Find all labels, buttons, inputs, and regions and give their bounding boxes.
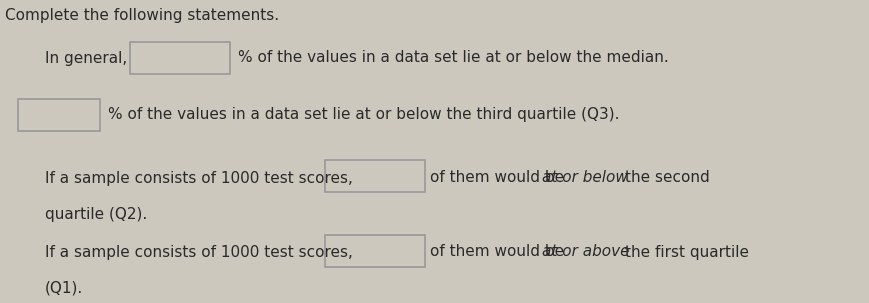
Text: at or below: at or below [541, 171, 627, 185]
Bar [325, 160, 425, 192]
Text: of them would be: of them would be [429, 245, 568, 259]
Text: at or above: at or above [541, 245, 629, 259]
Text: of them would be: of them would be [429, 171, 568, 185]
Text: % of the values in a data set lie at or below the third quartile (Q3).: % of the values in a data set lie at or … [108, 108, 619, 122]
Text: the second: the second [624, 171, 709, 185]
Text: If a sample consists of 1000 test scores,: If a sample consists of 1000 test scores… [45, 245, 353, 259]
Text: Complete the following statements.: Complete the following statements. [5, 8, 279, 23]
Text: If a sample consists of 1000 test scores,: If a sample consists of 1000 test scores… [45, 171, 353, 185]
Text: quartile (Q2).: quartile (Q2). [45, 208, 147, 222]
Text: In general,: In general, [45, 51, 127, 65]
Text: % of the values in a data set lie at or below the median.: % of the values in a data set lie at or … [238, 51, 668, 65]
Bar [325, 235, 425, 267]
Bar [129, 42, 229, 74]
Text: the first quartile: the first quartile [624, 245, 748, 259]
Text: (Q1).: (Q1). [45, 281, 83, 295]
Bar [18, 99, 100, 131]
